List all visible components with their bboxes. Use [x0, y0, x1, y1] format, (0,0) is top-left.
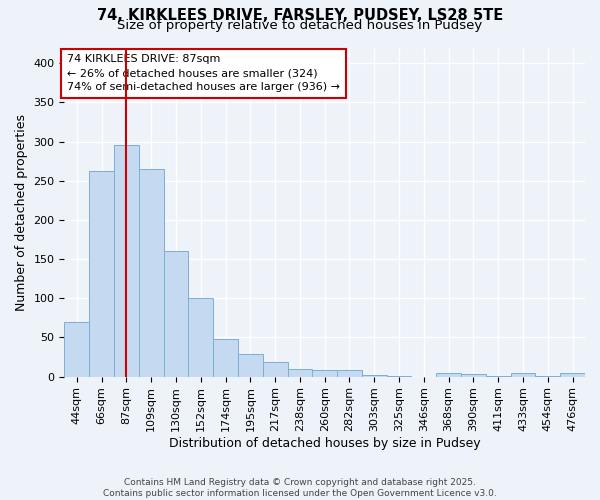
Bar: [436, 372, 461, 376]
Text: Contains HM Land Registry data © Crown copyright and database right 2025.
Contai: Contains HM Land Registry data © Crown c…: [103, 478, 497, 498]
Bar: [164, 251, 188, 376]
Bar: [139, 169, 164, 376]
Bar: [313, 370, 337, 376]
Bar: [188, 298, 213, 376]
X-axis label: Distribution of detached houses by size in Pudsey: Distribution of detached houses by size …: [169, 437, 481, 450]
Text: 74, KIRKLEES DRIVE, FARSLEY, PUDSEY, LS28 5TE: 74, KIRKLEES DRIVE, FARSLEY, PUDSEY, LS2…: [97, 8, 503, 22]
Bar: [337, 370, 362, 376]
Bar: [238, 354, 263, 376]
Bar: [89, 170, 114, 376]
Bar: [263, 362, 287, 376]
Text: 74 KIRKLEES DRIVE: 87sqm
← 26% of detached houses are smaller (324)
74% of semi-: 74 KIRKLEES DRIVE: 87sqm ← 26% of detach…: [67, 54, 340, 92]
Bar: [511, 374, 535, 376]
Y-axis label: Number of detached properties: Number of detached properties: [15, 114, 28, 310]
Bar: [362, 375, 386, 376]
Bar: [560, 374, 585, 376]
Bar: [461, 374, 486, 376]
Bar: [114, 146, 139, 376]
Bar: [213, 339, 238, 376]
Bar: [64, 322, 89, 376]
Bar: [287, 369, 313, 376]
Text: Size of property relative to detached houses in Pudsey: Size of property relative to detached ho…: [118, 19, 482, 32]
